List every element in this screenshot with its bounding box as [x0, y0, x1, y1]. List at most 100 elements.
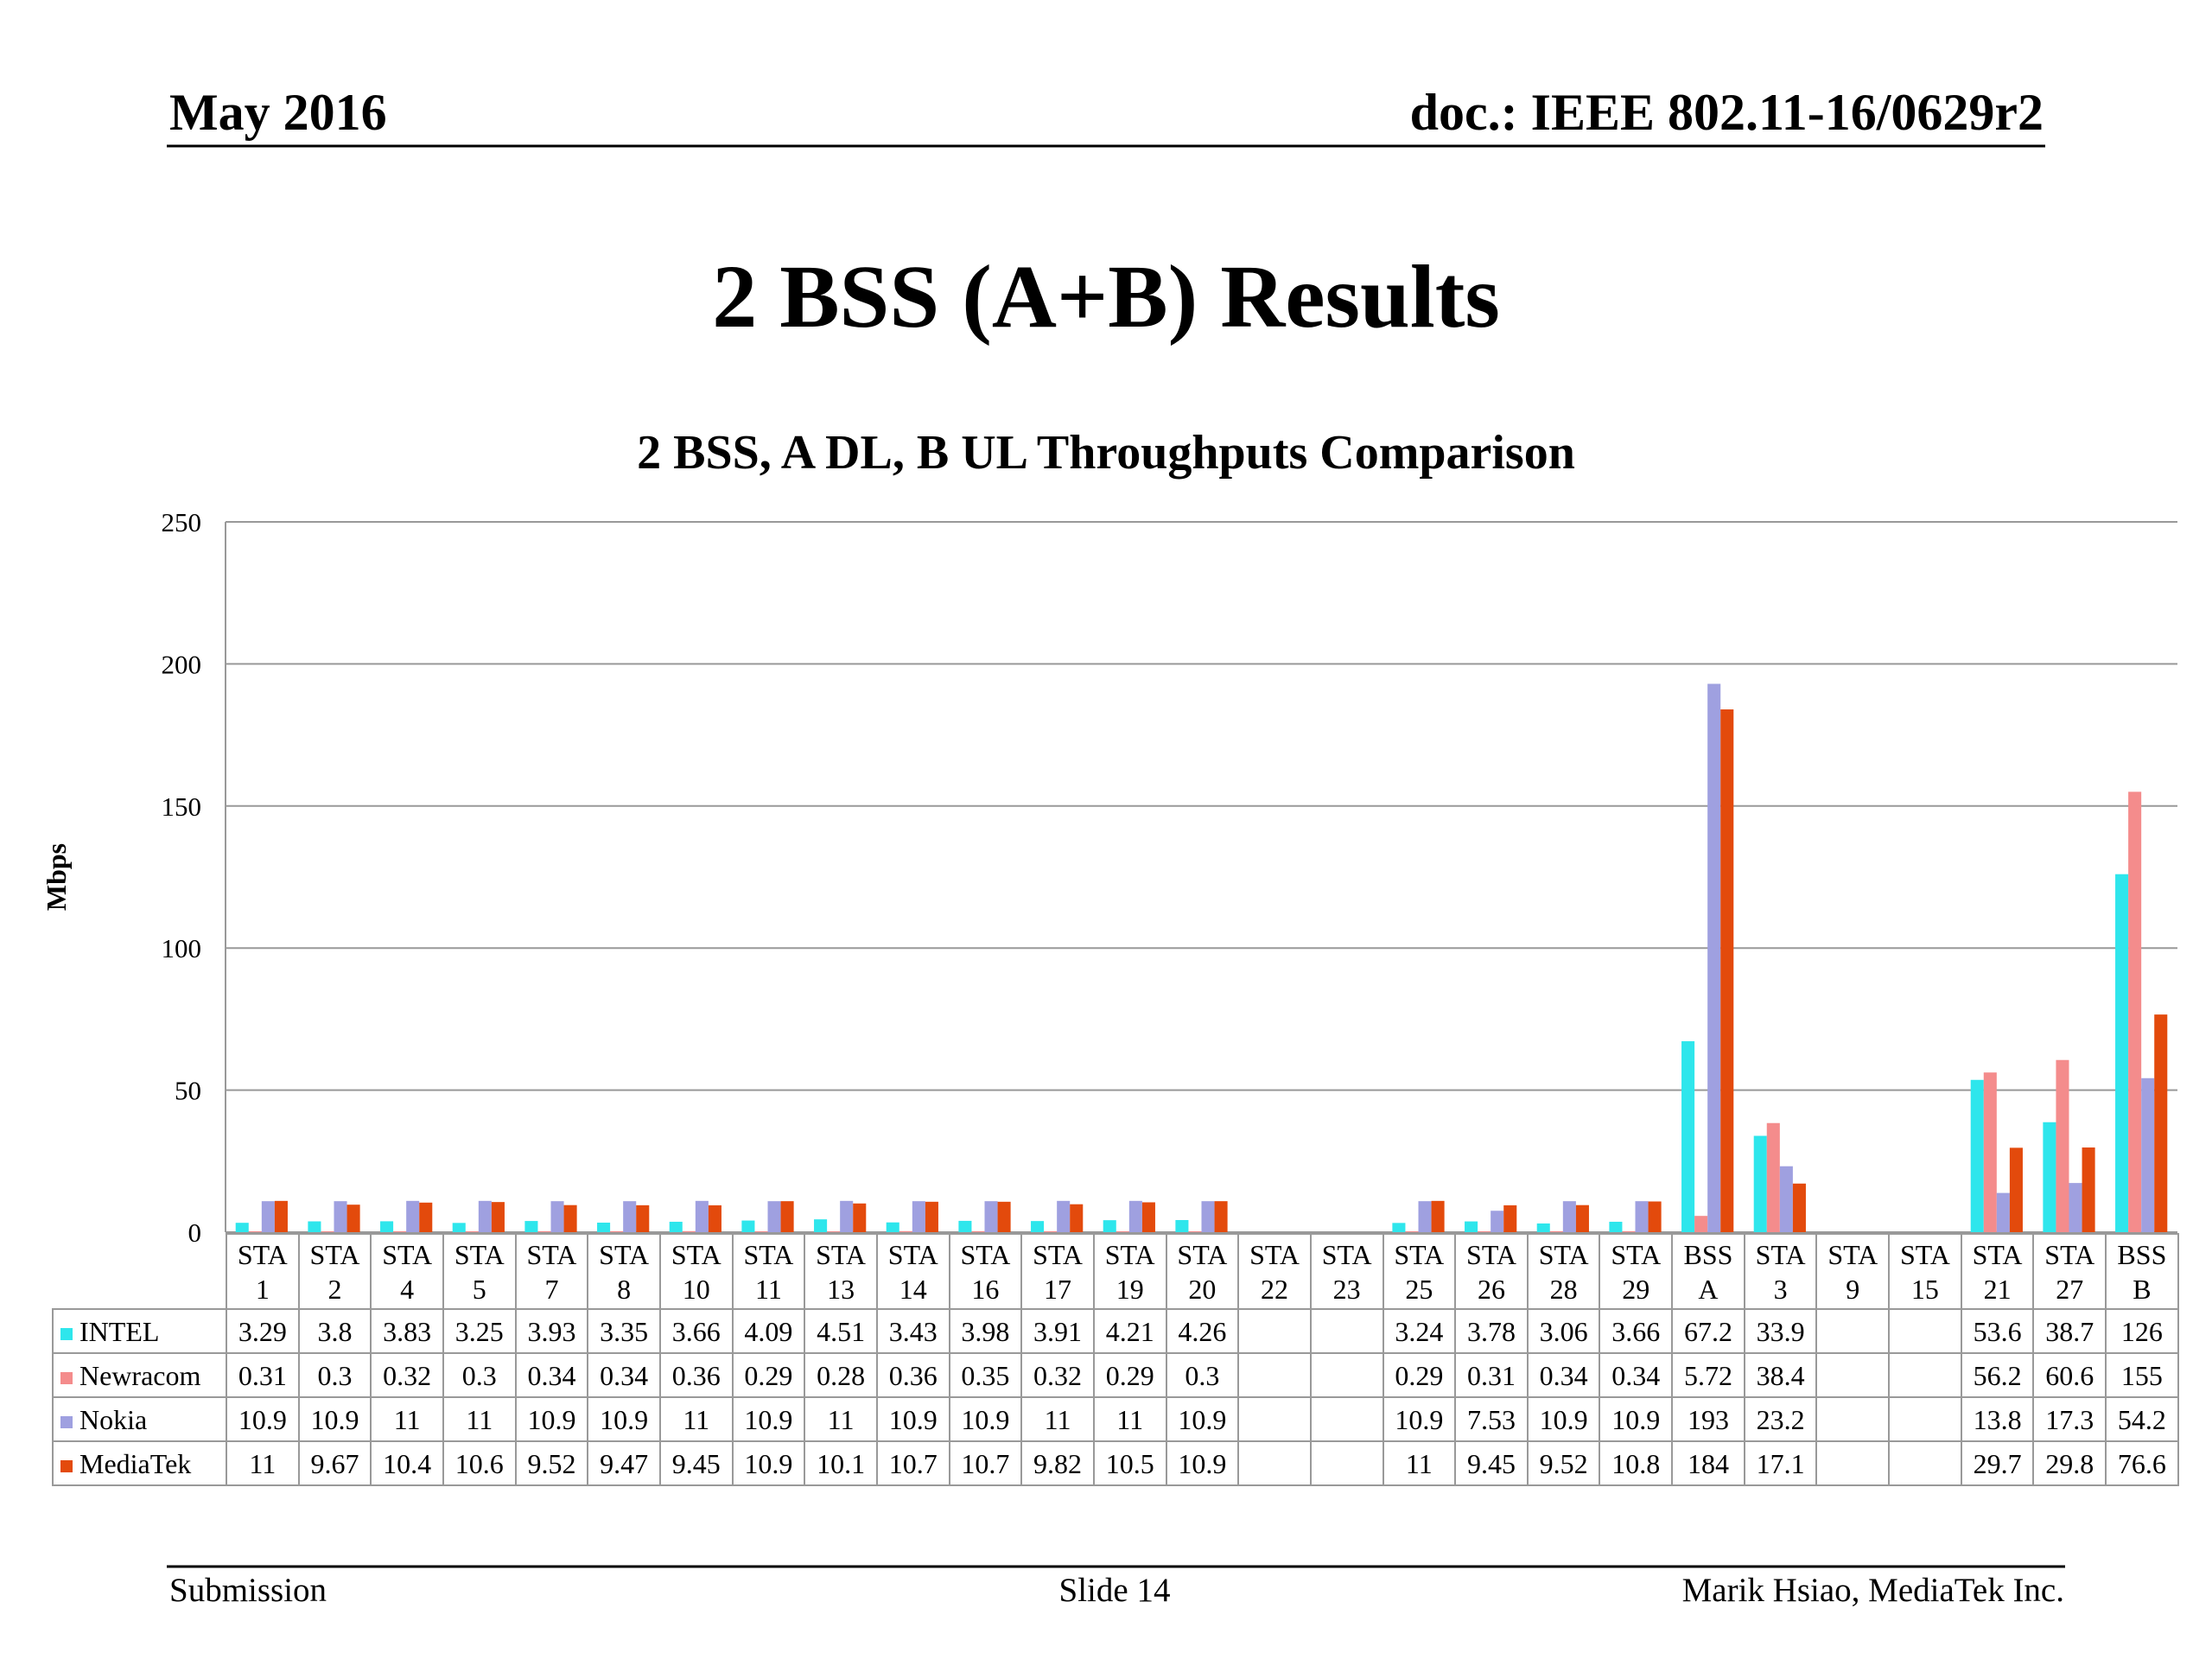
table-cell: 9.45 — [658, 1440, 734, 1486]
legend-entry: INTEL — [52, 1308, 227, 1354]
table-cell: 5.72 — [1671, 1352, 1745, 1398]
bar — [1392, 1223, 1406, 1232]
table-cell: 4.26 — [1165, 1308, 1240, 1354]
table-cell — [1237, 1352, 1312, 1398]
bar — [1549, 1230, 1563, 1232]
bar — [2141, 1077, 2155, 1232]
bar — [2115, 874, 2129, 1232]
table-cell: 10.9 — [226, 1396, 300, 1442]
table-cell: 9.67 — [297, 1440, 372, 1486]
table-cell: 3.98 — [948, 1308, 1023, 1354]
footer-right: Marik Hsiao, MediaTek Inc. — [1682, 1572, 2064, 1609]
table-cell: 3.43 — [875, 1308, 950, 1354]
bar — [419, 1202, 433, 1232]
x-tick-label: STA 20 — [1165, 1233, 1240, 1310]
bar — [1575, 1205, 1589, 1232]
table-cell: 9.52 — [1526, 1440, 1601, 1486]
y-tick-label: 100 — [162, 933, 202, 963]
table-row: Nokia 10.9 10.9 11 11 10.9 10.9 11 10.9 11 10.9 10.… — [52, 1396, 2179, 1442]
header-doc: doc.: IEEE 802.11-16/0629r2 — [1410, 84, 2044, 141]
footer-center: Slide 14 — [1059, 1572, 1171, 1609]
bar — [997, 1201, 1011, 1232]
bar — [754, 1231, 768, 1232]
table-cell: 29.8 — [2032, 1440, 2107, 1486]
table-cell: 10.9 — [731, 1440, 806, 1486]
table-cell: 17.1 — [1743, 1440, 1818, 1486]
table-cell: 10.9 — [1165, 1440, 1240, 1486]
bar — [1753, 1135, 1767, 1232]
x-tick-label: STA 14 — [875, 1233, 950, 1310]
bar — [1175, 1219, 1189, 1232]
data-table: STA 1 STA 2 STA 4 STA 5 STA 7 STA 8 STA 10 STA … — [52, 1233, 2179, 1486]
x-tick-label: STA 23 — [1309, 1233, 1384, 1310]
bar — [1141, 1202, 1155, 1232]
table-cell: 3.66 — [658, 1308, 734, 1354]
bar — [478, 1200, 492, 1232]
table-cell: 10.9 — [1526, 1396, 1601, 1442]
bar — [1681, 1041, 1695, 1232]
table-cell: 3.83 — [370, 1308, 444, 1354]
bar — [741, 1220, 755, 1232]
legend-label: Newracom — [79, 1359, 201, 1391]
table-cell: 11 — [1092, 1396, 1167, 1442]
table-cell: 10.9 — [514, 1396, 589, 1442]
bar — [2082, 1147, 2095, 1232]
table-cell — [1237, 1440, 1312, 1486]
table-cell: 10.8 — [1599, 1440, 1674, 1486]
bar — [1405, 1231, 1419, 1232]
bar — [1116, 1231, 1129, 1232]
bar — [1996, 1192, 2010, 1232]
bar — [1792, 1183, 1806, 1232]
table-cell: 0.32 — [1020, 1352, 1095, 1398]
bar — [682, 1230, 696, 1232]
bar — [886, 1222, 899, 1232]
y-tick-label: 150 — [162, 791, 202, 822]
table-cell: 0.29 — [1092, 1352, 1167, 1398]
footer-left: Submission — [169, 1572, 327, 1609]
slide-title: 2 BSS (A+B) Results — [712, 247, 1500, 346]
table-cell — [1309, 1396, 1384, 1442]
legend-swatch — [60, 1460, 73, 1473]
bar — [1779, 1166, 1793, 1232]
bar — [767, 1201, 781, 1232]
table-cell: 56.2 — [1960, 1352, 2035, 1398]
x-tick-label: STA 8 — [587, 1233, 661, 1310]
table-cell — [1309, 1352, 1384, 1398]
table-cell: 0.34 — [1526, 1352, 1601, 1398]
bar — [1694, 1216, 1708, 1232]
table-cell: 4.51 — [804, 1308, 878, 1354]
table-cell: 9.45 — [1454, 1440, 1529, 1486]
table-row: INTEL 3.29 3.8 3.83 3.25 3.93 3.35 3.66 4.09 4.51… — [52, 1308, 2179, 1354]
bar — [1214, 1201, 1228, 1232]
x-tick-label: STA 26 — [1454, 1233, 1529, 1310]
bar — [1128, 1200, 1142, 1232]
bar — [1103, 1220, 1116, 1232]
bar — [380, 1221, 394, 1232]
table-row: Newracom 0.31 0.3 0.32 0.3 0.34 0.34 0.36 0.29 0.… — [52, 1352, 2179, 1398]
table-cell: 3.35 — [587, 1308, 661, 1354]
table-cell: 0.36 — [875, 1352, 950, 1398]
bar — [840, 1200, 854, 1232]
table-cell: 193 — [1671, 1396, 1745, 1442]
legend-entry: Newracom — [52, 1352, 227, 1398]
bar — [1057, 1200, 1071, 1232]
table-cell: 10.9 — [297, 1396, 372, 1442]
table-cell: 0.31 — [1454, 1352, 1529, 1398]
bar — [2154, 1014, 2168, 1232]
bar — [912, 1201, 925, 1232]
table-cell — [1815, 1396, 1891, 1442]
header-date: May 2016 — [169, 84, 387, 141]
table-cell: 3.91 — [1020, 1308, 1095, 1354]
legend-entry: MediaTek — [52, 1440, 227, 1486]
bar — [1418, 1201, 1432, 1232]
table-cell — [1815, 1308, 1891, 1354]
table-cell: 0.34 — [587, 1352, 661, 1398]
y-tick-label: 250 — [162, 507, 202, 537]
legend-swatch — [60, 1372, 73, 1385]
x-tick-label: STA 22 — [1237, 1233, 1312, 1310]
table-cell: 3.06 — [1526, 1308, 1601, 1354]
x-tick-label: STA 17 — [1020, 1233, 1095, 1310]
bar — [1044, 1230, 1058, 1232]
table-cell: 11 — [370, 1396, 444, 1442]
